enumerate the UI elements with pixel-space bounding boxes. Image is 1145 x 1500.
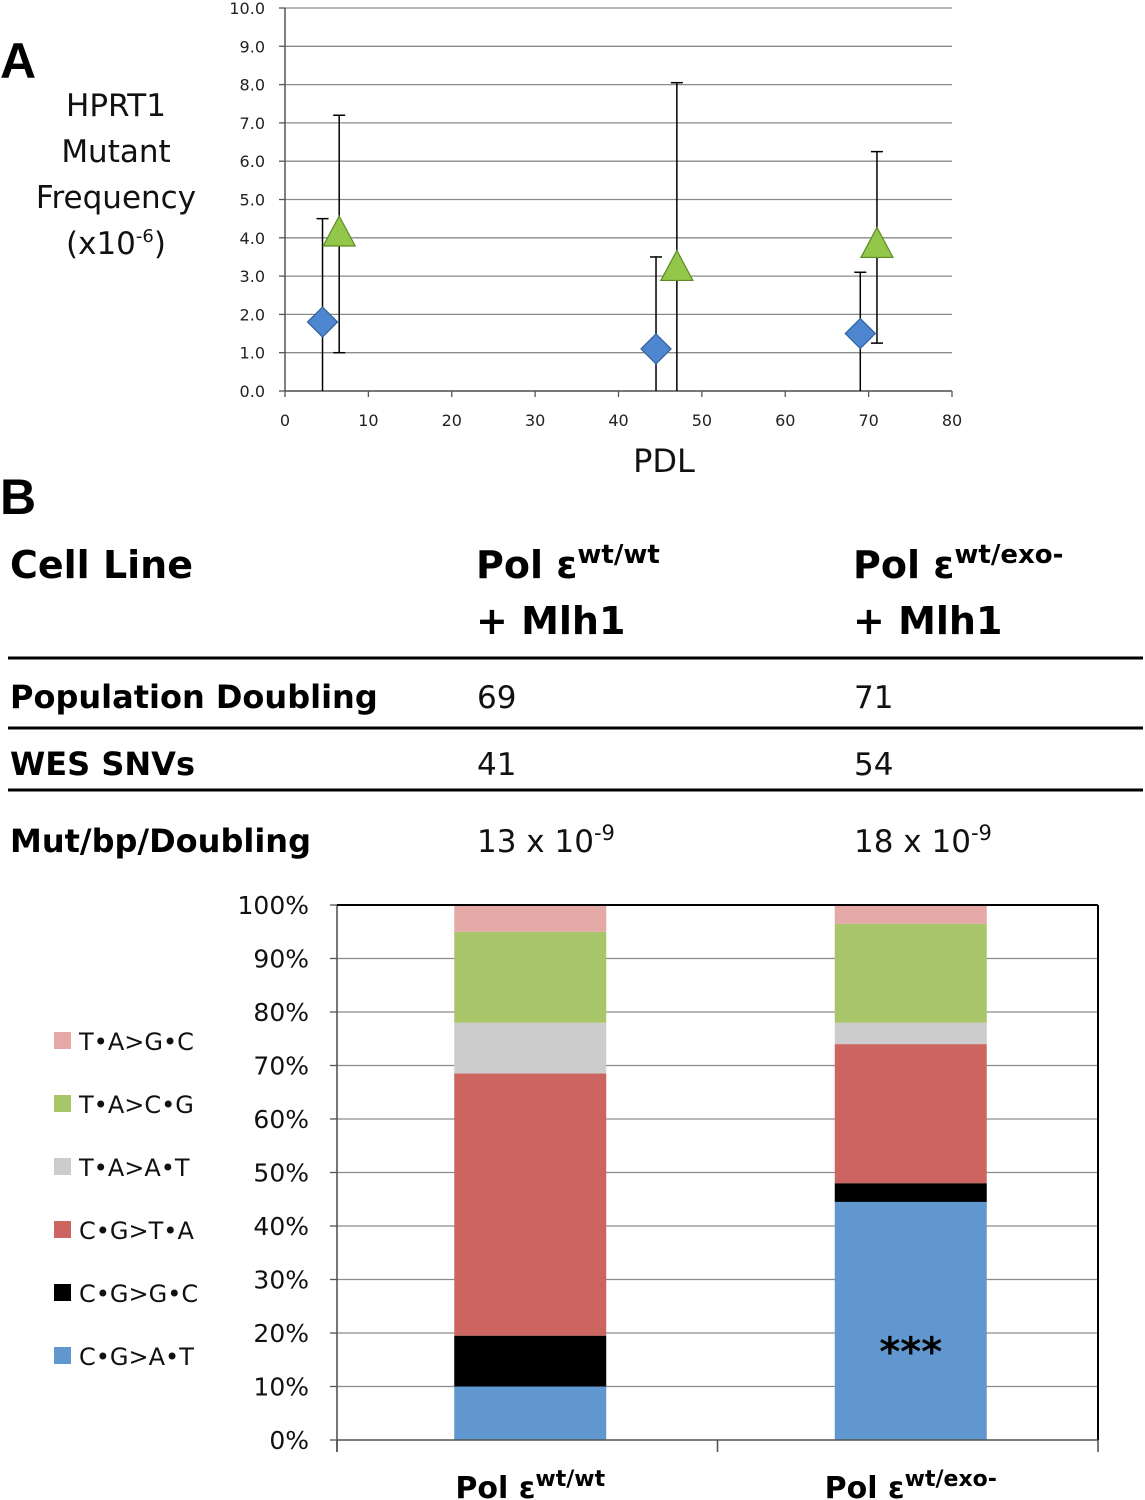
y-tick-label: 6.0 (240, 152, 265, 171)
x-category-label: Pol εwt/exo- (825, 1467, 997, 1500)
x-tick-label: 30 (525, 411, 545, 430)
x-tick-label: 70 (858, 411, 878, 430)
bar-segment-ta-gc (454, 905, 607, 932)
y-tick-label: 60% (253, 1105, 309, 1134)
ylabel-line-2: Mutant (61, 134, 170, 170)
y-tick-label: 30% (253, 1266, 309, 1295)
y-tick-label: 100% (238, 891, 309, 920)
panel-b-y-ticks: 0% 10% 20% 30% 40% 50% 60% 70% 80% 90% 100% (238, 891, 337, 1455)
x-tick-label: 80 (942, 411, 962, 430)
ylabel-line-3: Frequency (36, 180, 196, 216)
panel-a-ylabel: HPRT1 Mutant Frequency (x10-6) (36, 88, 196, 262)
y-tick-label: 70% (253, 1052, 309, 1081)
legend-swatch (54, 1221, 71, 1238)
panel-b-legend: T•A>G•C T•A>C•G T•A>A•T C•G>T•A C•G>G•C C•G>A… (54, 1028, 198, 1371)
legend-swatch (54, 1158, 71, 1175)
legend-swatch (54, 1032, 71, 1049)
table-header-col2-line2: + Mlh1 (853, 599, 1002, 643)
results-table: Cell Line Pol εwt/wt + Mlh1 Pol εwt/exo-… (8, 540, 1143, 860)
bar-segment-ta-at (454, 1022, 607, 1074)
data-point-diamond (844, 317, 877, 350)
bar-segment-cg-at (454, 1386, 607, 1440)
panel-a-x-ticks: 0 10 20 30 40 50 60 70 80 (280, 391, 962, 430)
panel-a-points (306, 81, 894, 391)
x-tick-label: 50 (692, 411, 712, 430)
bar-segment-cg-ta (834, 1044, 987, 1184)
bar-segment-ta-gc (834, 905, 987, 924)
table-cell: 71 (854, 680, 893, 716)
data-point-triangle (659, 249, 694, 282)
table-row-label: Population Doubling (10, 678, 378, 716)
table-header-col1: Pol εwt/wt (476, 540, 660, 587)
ylabel-units: (x10-6) (66, 226, 166, 262)
panel-b-letter: B (0, 469, 36, 525)
y-tick-label: 2.0 (240, 305, 265, 324)
y-tick-label: 4.0 (240, 229, 265, 248)
bar-segment-cg-ta (454, 1073, 607, 1336)
panel-b-category-labels: Pol εwt/wt Pol εwt/exo- (455, 1467, 997, 1500)
y-tick-label: 3.0 (240, 267, 265, 286)
legend-label: T•A>A•T (78, 1154, 190, 1182)
x-tick-label: 20 (442, 411, 462, 430)
table-cell: 13 x 10-9 (477, 821, 615, 860)
table-header-col1-line2: + Mlh1 (476, 599, 625, 643)
panel-b-axes (336, 904, 1099, 1452)
table-header-col2: Pol εwt/exo- (853, 540, 1063, 587)
bar-segment-ta-cg (834, 923, 987, 1023)
legend-label: T•A>C•G (78, 1091, 194, 1119)
table-header-label: Cell Line (10, 543, 193, 587)
x-tick-label: 40 (608, 411, 628, 430)
table-cell: 54 (854, 747, 893, 783)
panel-b-bars (454, 905, 987, 1440)
y-tick-label: 80% (253, 998, 309, 1027)
ylabel-line-1: HPRT1 (66, 88, 166, 124)
legend-label: C•G>A•T (79, 1343, 194, 1371)
y-tick-label: 10.0 (229, 0, 265, 18)
table-cell: 41 (477, 747, 516, 783)
panel-a-letter: A (0, 33, 36, 89)
bar-segment-ta-cg (454, 931, 607, 1023)
table-row-label: WES SNVs (10, 745, 195, 783)
legend-label: C•G>T•A (79, 1217, 194, 1245)
panel-a-gridlines (285, 7, 952, 392)
legend-label: T•A>G•C (78, 1028, 194, 1056)
y-tick-label: 20% (253, 1319, 309, 1348)
legend-swatch (54, 1284, 71, 1301)
panel-a-xlabel: PDL (633, 442, 695, 480)
legend-label: C•G>G•C (79, 1280, 198, 1308)
y-tick-label: 9.0 (240, 37, 265, 56)
y-tick-label: 5.0 (240, 191, 265, 210)
table-cell: 18 x 10-9 (854, 821, 992, 860)
y-tick-label: 40% (253, 1212, 309, 1241)
data-point-diamond (640, 333, 672, 365)
bar-segment-ta-at (834, 1022, 987, 1045)
x-category-label: Pol εwt/wt (455, 1467, 605, 1500)
y-tick-label: 7.0 (240, 114, 265, 133)
bar-segment-cg-gc (834, 1183, 987, 1202)
y-tick-label: 90% (253, 945, 309, 974)
bar-segment-cg-gc (454, 1335, 607, 1387)
data-point-diamond (306, 306, 339, 338)
y-tick-label: 8.0 (240, 76, 265, 95)
y-tick-label: 1.0 (240, 344, 265, 363)
y-tick-label: 50% (253, 1159, 309, 1188)
table-cell: 69 (477, 680, 516, 716)
y-tick-label: 10% (253, 1373, 309, 1402)
x-tick-label: 10 (358, 411, 378, 430)
data-point-triangle (322, 214, 357, 247)
data-point-triangle (859, 226, 894, 259)
bar-segment-cg-at (834, 1201, 987, 1440)
legend-swatch (54, 1347, 71, 1364)
panel-a-y-ticks: 0.0 1.0 2.0 3.0 4.0 5.0 6.0 7.0 8.0 9.0 10.0 (229, 0, 285, 401)
legend-swatch (54, 1095, 71, 1112)
x-tick-label: 60 (775, 411, 795, 430)
significance-marker: *** (879, 1330, 942, 1376)
y-tick-label: 0% (269, 1426, 309, 1455)
x-tick-label: 0 (280, 411, 290, 430)
table-row-label: Mut/bp/Doubling (10, 822, 311, 860)
y-tick-label: 0.0 (240, 382, 265, 401)
